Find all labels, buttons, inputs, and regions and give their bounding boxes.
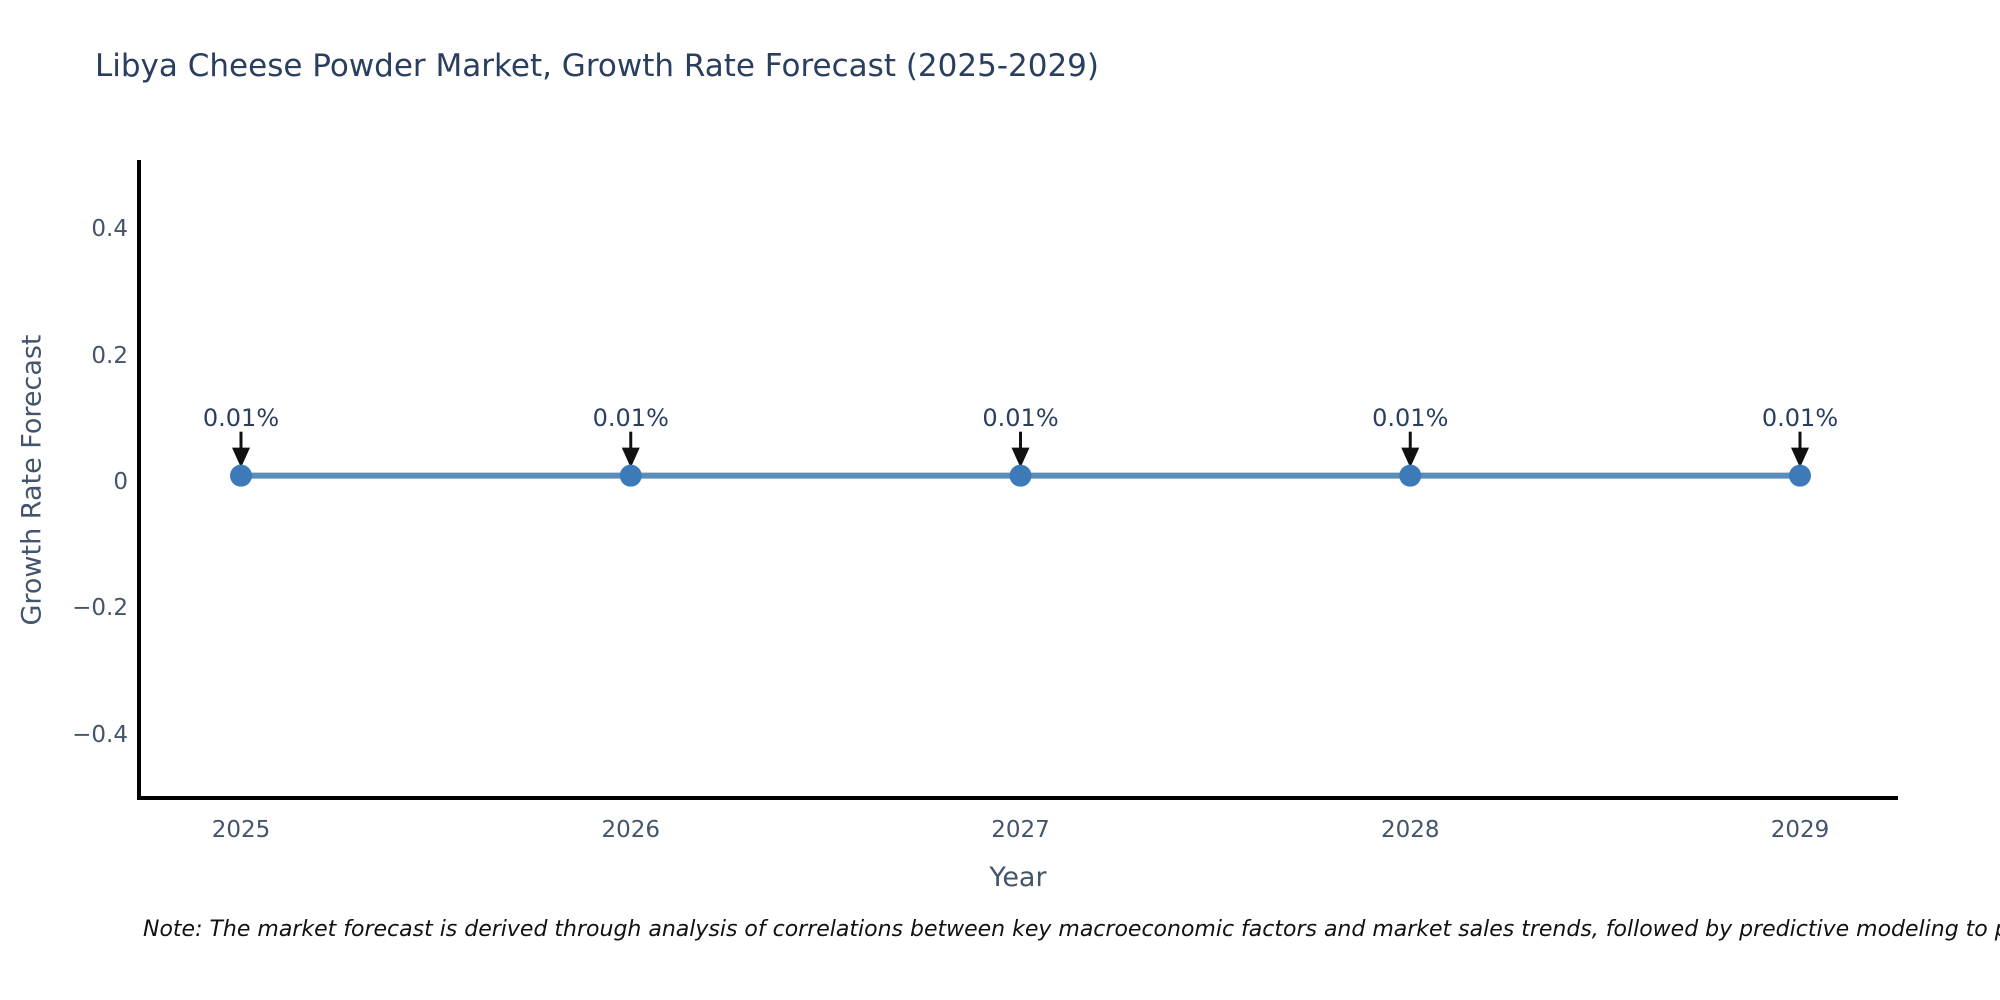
annotation-label: 0.01% (1372, 403, 1449, 432)
x-axis-title: Year (989, 862, 1047, 893)
annotation-arrow-head (1011, 447, 1030, 468)
x-tick-label: 2029 (1770, 817, 1830, 843)
y-tick-label: 0 (113, 469, 128, 495)
annotation-arrow-head (232, 447, 250, 468)
annotation-arrow-head (1401, 447, 1420, 468)
y-tick-label: 0.4 (91, 216, 128, 243)
annotation-label: 0.01% (1761, 403, 1839, 432)
data-point-marker (230, 464, 252, 487)
x-tick-label: 2025 (211, 817, 271, 843)
x-tick-label: 2028 (1380, 817, 1440, 843)
x-tick-label: 2027 (991, 817, 1050, 843)
y-tick-label: −0.2 (72, 595, 128, 622)
annotation-label: 0.01% (592, 403, 669, 432)
annotation-label: 0.01% (982, 403, 1059, 432)
plot-area (137, 160, 1898, 800)
x-tick-label: 2026 (601, 817, 661, 843)
annotation-arrow-head (621, 447, 640, 468)
annotation-label: 0.01% (202, 403, 280, 432)
data-point-marker (619, 464, 642, 487)
y-tick-label: 0.2 (91, 342, 128, 369)
data-point-marker (1789, 464, 1811, 487)
chart-title: Libya Cheese Powder Market, Growth Rate … (95, 48, 1099, 84)
footnote: Note: The market forecast is derived thr… (143, 917, 2000, 942)
data-point-marker (1399, 464, 1422, 487)
data-point-marker (1009, 464, 1032, 487)
y-tick-label: −0.4 (72, 721, 128, 748)
annotation-arrow-head (1791, 447, 1809, 468)
